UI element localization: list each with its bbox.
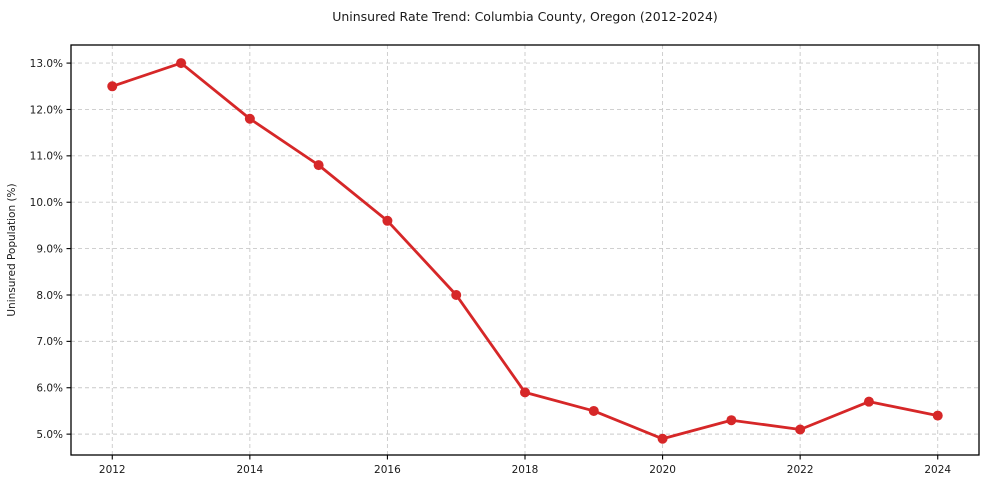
data-point-2024 — [932, 410, 943, 421]
x-tick-label: 2018 — [512, 464, 539, 476]
data-point-2021 — [726, 415, 737, 426]
x-tick-label: 2020 — [649, 464, 676, 476]
axis-ticks: 5.0% 6.0% 7.0% 8.0% 9.0% 10.0% 11.0% 12.0% 13.0%… — [30, 58, 952, 476]
data-point-2017 — [451, 289, 462, 300]
x-tick-label: 2022 — [787, 464, 814, 476]
data-point-2023 — [863, 396, 874, 407]
data-point-2022 — [795, 424, 806, 435]
y-tick-label: 12.0% — [30, 104, 63, 116]
y-tick-label: 6.0% — [36, 383, 63, 395]
y-tick-label: 8.0% — [36, 290, 63, 302]
data-point-2016 — [382, 215, 393, 226]
plot-border — [70, 44, 980, 456]
chart-title: Uninsured Rate Trend: Columbia County, O… — [332, 9, 718, 24]
x-tick-label: 2024 — [924, 464, 951, 476]
y-tick-label: 9.0% — [36, 243, 63, 255]
data-point-2014 — [244, 113, 255, 124]
data-point-2015 — [313, 160, 324, 171]
y-tick-label: 13.0% — [30, 58, 63, 70]
y-axis-label: Uninsured Population (%) — [6, 183, 18, 316]
axis-labels: Uninsured Rate Trend: Columbia County, O… — [6, 9, 718, 317]
y-tick-label: 5.0% — [36, 429, 63, 441]
data-point-2020 — [657, 433, 668, 444]
y-tick-label: 11.0% — [30, 151, 63, 163]
data-point-2018 — [520, 387, 530, 398]
x-tick-label: 2014 — [236, 464, 263, 476]
y-tick-label: 7.0% — [36, 336, 63, 348]
data-point-2013 — [176, 58, 187, 69]
y-tick-label: 10.0% — [30, 197, 63, 209]
line-series — [107, 58, 943, 444]
data-point-2019 — [588, 405, 599, 416]
x-tick-label: 2012 — [99, 464, 126, 476]
data-point-2012 — [107, 81, 118, 92]
gridlines — [71, 45, 979, 455]
x-tick-label: 2016 — [374, 464, 401, 476]
